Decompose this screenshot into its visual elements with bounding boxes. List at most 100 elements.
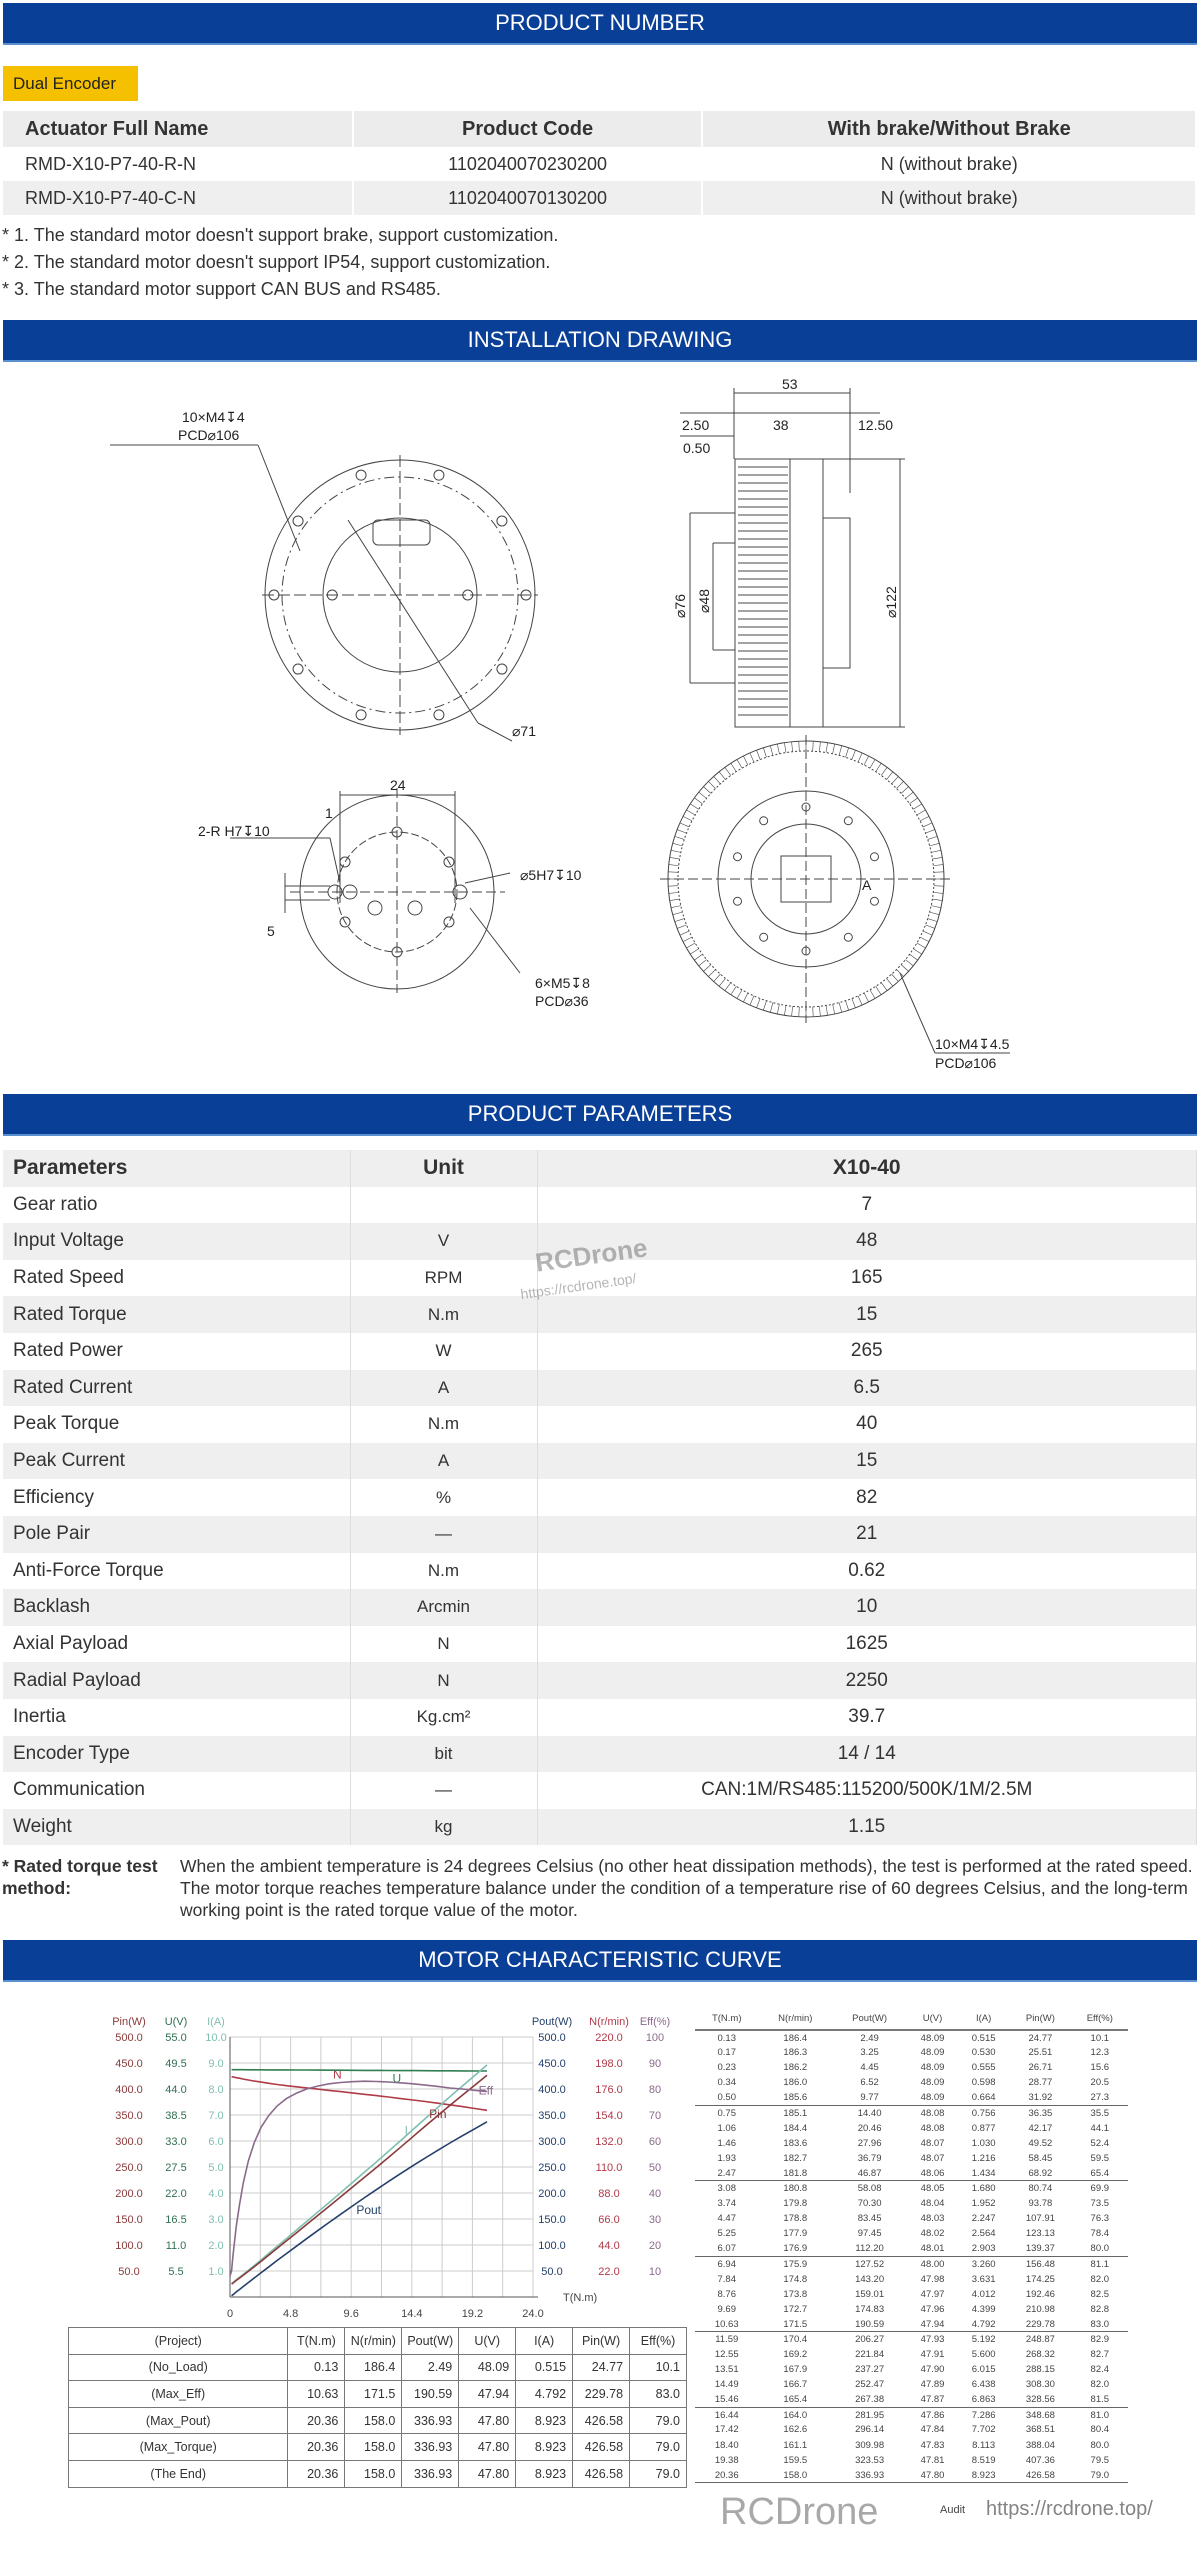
table-row: RMD-X10-P7-40-C-N 1102040070130200 N (with… [3,181,1197,215]
tick-label: 50.0 [118,2266,139,2278]
parameter-name: Pole Pair [3,1515,351,1553]
data-cell: 162.6 [783,2424,808,2436]
tick-label: 100 [646,2032,664,2044]
summary-cell: 10.63 [287,2380,346,2408]
data-cell: 6.863 [958,2392,1010,2408]
axis-title: Pin(W) [112,2016,146,2028]
summary-cell: 20.36 [287,2406,346,2435]
parameter-value: 21 [537,1515,1197,1553]
data-cell: 4.012 [971,2288,996,2300]
parameter-name: Radial Payload [3,1662,351,1699]
note-line: * 1. The standard motor doesn't support … [2,225,559,245]
data-cell: 80.74 [1028,2183,1053,2195]
bolt-hole-icon [520,589,532,601]
parameter-row: Anti-Force Torque N.m 0.62 [3,1552,1197,1590]
parameter-name: Rated Power [3,1332,351,1370]
data-cell: 180.8 [783,2183,808,2195]
d3-pcd-label: PCD⌀36 [535,993,589,1009]
data-cell: 0.17 [717,2047,736,2059]
data-cell: 59.5 [1090,2152,1110,2164]
data-cell: 252.47 [855,2379,885,2391]
summary-cell: 8.923 [515,2406,574,2435]
data-cell: 248.87 [1025,2334,1055,2346]
summary-cell: 0.13 [287,2353,346,2382]
parameter-unit: — [350,1772,538,1809]
parameter-name: Backlash [3,1589,351,1626]
data-cell: 20.5 [1090,2077,1110,2089]
tick-label: 150.0 [115,2214,143,2226]
data-row: 18.40 161.1 309.98 47.83 8.113 388.04 80.0 [695,2438,1128,2453]
parameter-name: Peak Torque [3,1406,351,1443]
summary-cell: 0.515 [515,2353,574,2382]
summary-cell: 47.80 [458,2433,517,2461]
summary-cell: 79.0 [629,2406,687,2435]
x-tick-label: 24.0 [522,2308,543,2320]
data-cell: 82.0 [1090,2379,1110,2391]
summary-row: (Max_Torque) 20.36 158.0 336.93 47.80 8.923 42… [67,2433,687,2461]
dual-encoder-badge: Dual Encoder [3,66,138,101]
summary-cell: 8.923 [515,2459,574,2488]
bolt-hole-icon [496,515,508,527]
data-cell: 48.07 [920,2152,945,2164]
audit-label: Audit [940,2504,966,2516]
summary-cell: 47.80 [458,2459,517,2488]
tick-label: 22.0 [598,2266,619,2278]
series-label: Pout [356,2203,381,2217]
data-row: 7.84 174.8 143.20 47.98 3.631 174.25 82.0 [695,2272,1128,2287]
tick-label: 38.5 [165,2110,186,2122]
data-cell: 82.4 [1090,2364,1110,2376]
tick-label: 110.0 [596,2162,623,2174]
summary-cell: 158.0 [344,2406,403,2435]
parameter-row: Rated Torque N.m 15 [3,1296,1197,1333]
data-cell: 175.9 [783,2258,808,2270]
data-row: 3.08 180.8 58.08 48.05 1.680 80.74 69.9 [695,2181,1128,2196]
tick-label: 66.0 [598,2214,619,2226]
data-row: 8.76 173.8 159.01 47.97 4.012 192.46 82.5 [695,2287,1128,2302]
data-cell: 2.49 [860,2032,879,2044]
data-cell: 0.756 [971,2107,996,2119]
tick-label: 10.0 [205,2032,226,2044]
data-cell: 0.664 [958,2090,1010,2106]
tick-label: 250.0 [538,2162,566,2174]
series-line-eff [229,2080,488,2277]
series-line-u [231,2068,487,2072]
data-cell: 81.5 [1071,2392,1128,2408]
parameters-table: Parameters Unit X10-40 Gear ratio 7 Input Vol… [3,1150,1197,1846]
data-cell: 12.3 [1090,2047,1110,2059]
parameter-row: Efficiency% 82 [3,1479,1197,1516]
data-cell: 177.9 [783,2228,808,2240]
summary-cell: (Max_Eff) [67,2380,289,2408]
column-header: With brake/Without Brake [702,111,1197,147]
data-cell: 3.260 [971,2258,996,2270]
tick-label: 16.5 [165,2214,186,2226]
d2-dim-a: 2.50 [682,417,709,433]
tick-label: 176.0 [595,2084,623,2096]
tick-label: 5.0 [208,2162,223,2174]
data-row: 0.75 185.1 14.40 48.08 0.756 36.35 35.5 [695,2105,1128,2120]
column-header: Eff(%) [1071,2008,1128,2031]
parameter-unit: kg [350,1808,538,1846]
data-cell: 20.46 [857,2122,882,2134]
summary-cell: 158.0 [344,2433,403,2461]
data-cell: 308.30 [1025,2379,1055,2391]
table-header-row: T(N.m) N(r/min) Pout(W) U(V) I(A) Pin(W) Eff(%… [695,2008,1128,2031]
parameter-row: Encoder Type bit 14 / 14 [3,1735,1197,1773]
data-cell: 7.286 [971,2409,996,2421]
parameter-unit: — [350,1515,538,1553]
parameter-row: Inertia Kg.cm² 39.7 [3,1698,1197,1736]
tick-label: 88.0 [598,2188,619,2200]
parameter-row: Peak Current A 15 [3,1442,1197,1480]
note-line: * 2. The standard motor doesn't support … [2,252,551,272]
data-cell: 1.06 [717,2122,736,2134]
d3-dim-1: 1 [325,805,333,821]
parameter-value: 15 [537,1296,1197,1333]
data-cell: 107.91 [1025,2213,1055,2225]
parameter-row: Rated Power W 265 [3,1332,1197,1370]
axis-title: Pout(W) [532,2016,572,2028]
summary-cell: (Max_Torque) [67,2433,289,2461]
column-header: Product Code [352,111,704,147]
parameter-name: Communication [3,1772,351,1809]
data-cell: 210.98 [1025,2303,1055,2315]
x-tick-label: 0 [227,2308,233,2320]
watermark-brand-2: RCDrone [720,2491,879,2533]
